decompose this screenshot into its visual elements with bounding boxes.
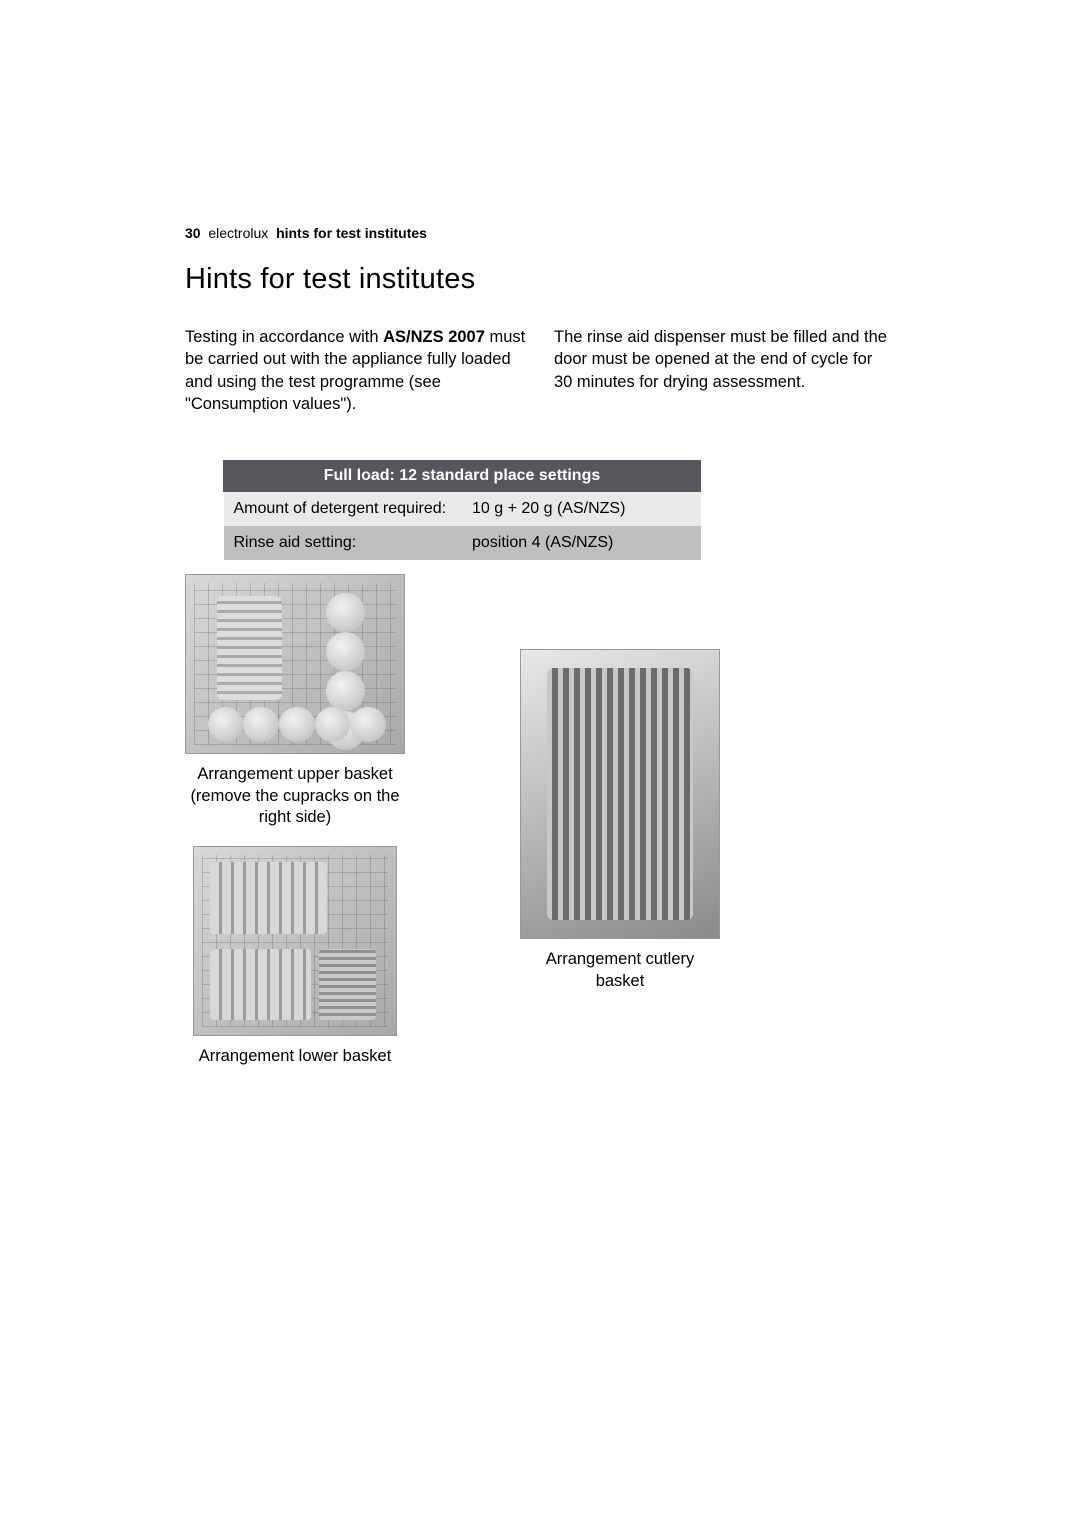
rinse-aid-label: Rinse aid setting: bbox=[224, 526, 463, 560]
page-title: Hints for test institutes bbox=[185, 263, 895, 296]
table-header: Full load: 12 standard place settings bbox=[224, 461, 701, 492]
figure-upper-basket: Arrangement upper basket (remove the cup… bbox=[185, 574, 405, 828]
figure-cutlery-basket: Arrangement cutlery basket bbox=[520, 649, 720, 992]
settings-table: Full load: 12 standard place settings Am… bbox=[223, 460, 701, 560]
lower-basket-image bbox=[193, 846, 397, 1036]
cup-icon bbox=[208, 707, 244, 743]
cup-icon bbox=[326, 632, 365, 671]
running-header: 30 electrolux hints for test institutes bbox=[185, 225, 895, 241]
table-row: Rinse aid setting: position 4 (AS/NZS) bbox=[224, 526, 701, 560]
plates-icon bbox=[217, 596, 282, 699]
cups-row-icon bbox=[208, 707, 382, 743]
cups-column-icon bbox=[326, 593, 365, 700]
cup-icon bbox=[326, 593, 365, 632]
figure-cutlery-caption: Arrangement cutlery basket bbox=[520, 949, 720, 992]
brand-text: electrolux bbox=[208, 225, 268, 241]
cutlery-stripes-icon bbox=[547, 668, 693, 920]
section-text: hints for test institutes bbox=[276, 225, 427, 241]
plates-stack-icon bbox=[210, 862, 327, 933]
cup-icon bbox=[350, 707, 386, 743]
figure-upper-caption: Arrangement upper basket (remove the cup… bbox=[185, 764, 405, 828]
intro-right-text: The rinse aid dispenser must be filled a… bbox=[554, 328, 887, 391]
page-content: 30 electrolux hints for test institutes … bbox=[185, 225, 895, 574]
table-row: Amount of detergent required: 10 g + 20 … bbox=[224, 492, 701, 527]
detergent-value: 10 g + 20 g (AS/NZS) bbox=[462, 492, 701, 527]
cup-icon bbox=[279, 707, 315, 743]
intro-left-column: Testing in accordance with AS/NZS 2007 m… bbox=[185, 326, 526, 415]
upper-basket-image bbox=[185, 574, 405, 754]
cup-icon bbox=[243, 707, 279, 743]
standard-ref: AS/NZS 2007 bbox=[383, 328, 485, 346]
page-number: 30 bbox=[185, 225, 201, 241]
figure-lower-caption: Arrangement lower basket bbox=[185, 1046, 405, 1067]
figure-lower-basket: Arrangement lower basket bbox=[185, 846, 405, 1067]
detergent-label: Amount of detergent required: bbox=[224, 492, 463, 527]
cutlery-holder-icon bbox=[319, 949, 376, 1020]
cup-icon bbox=[315, 707, 351, 743]
cup-icon bbox=[326, 671, 365, 710]
intro-columns: Testing in accordance with AS/NZS 2007 m… bbox=[185, 326, 895, 415]
cutlery-basket-image bbox=[520, 649, 720, 939]
plates-stack-icon bbox=[210, 949, 311, 1020]
rinse-aid-value: position 4 (AS/NZS) bbox=[462, 526, 701, 560]
intro-right-column: The rinse aid dispenser must be filled a… bbox=[554, 326, 895, 415]
intro-left-pre: Testing in accordance with bbox=[185, 328, 383, 346]
